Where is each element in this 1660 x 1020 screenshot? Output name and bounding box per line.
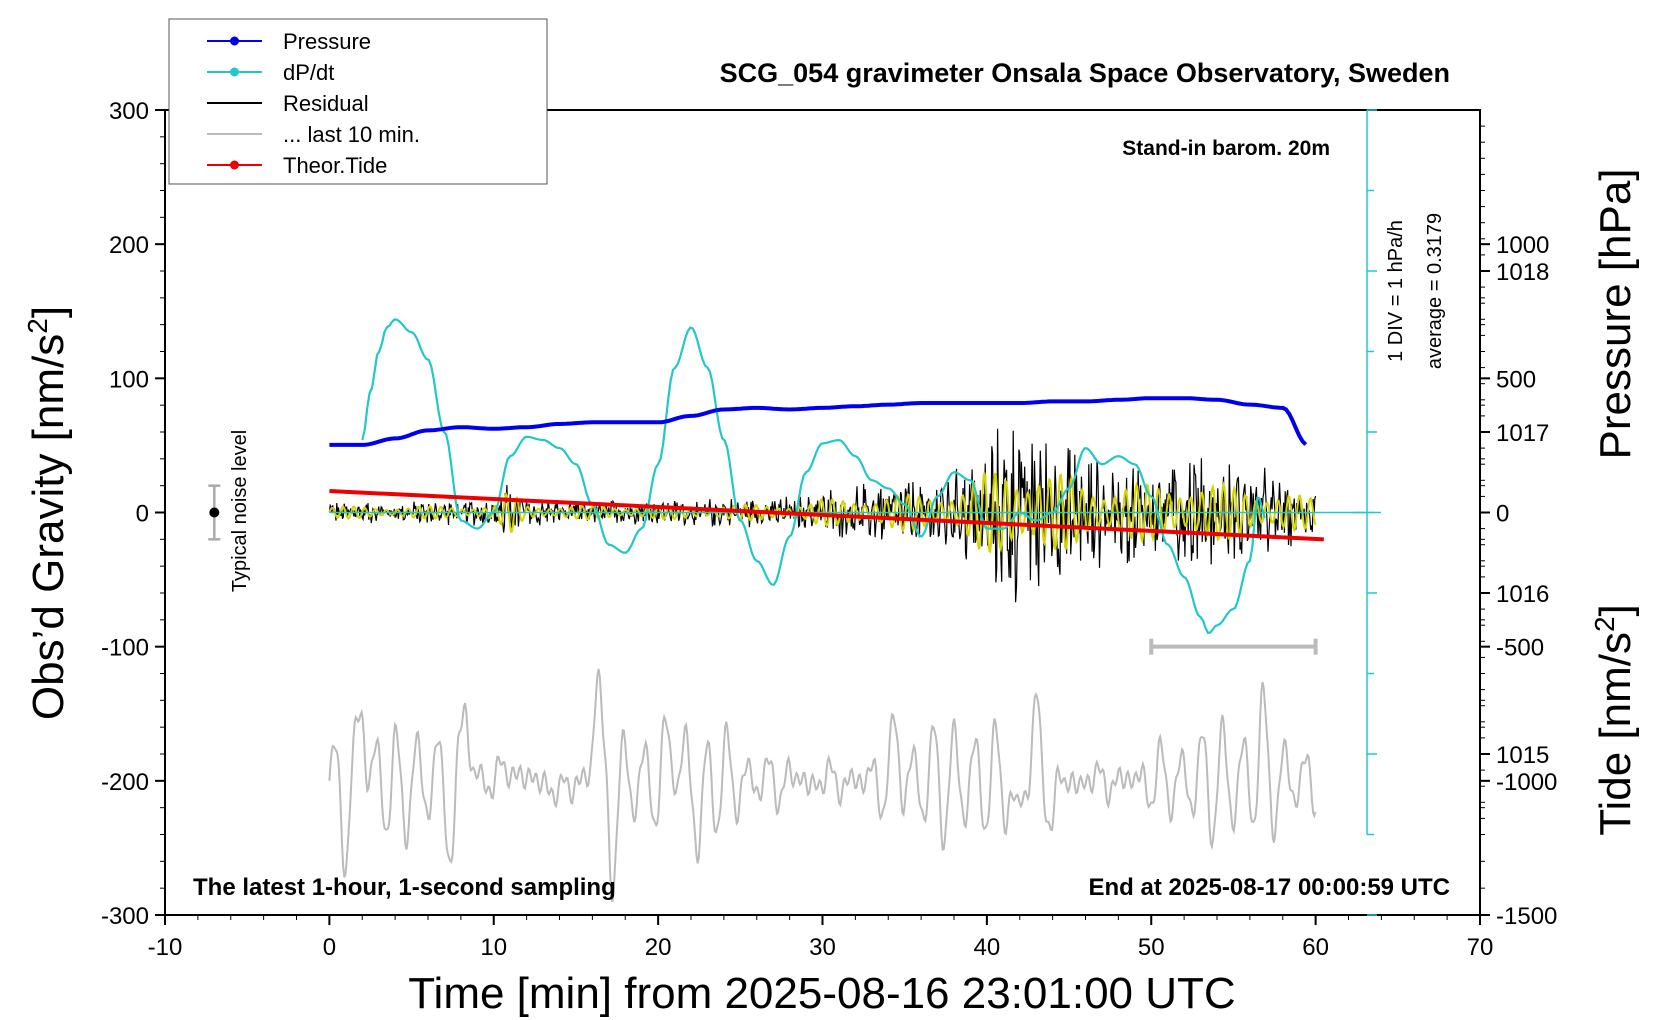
tide-tick-label: -500 [1496, 635, 1544, 662]
pressure-tick-label: 1018 [1496, 259, 1549, 286]
dpdt-line [361, 318, 1266, 635]
ylabel-tide-close: ] [1591, 604, 1640, 616]
legend-label: Pressure [283, 29, 371, 54]
tide-tick-label: -1500 [1496, 903, 1557, 930]
legend-box [168, 18, 548, 185]
y-axis-label-tide: Tide [nm/s2] [1589, 604, 1640, 836]
chart-title: SCG_054 gravimeter Onsala Space Observat… [720, 58, 1450, 88]
legend-marker [230, 36, 239, 46]
x-tick-label: 0 [323, 934, 336, 961]
tide-tick-label: 500 [1496, 366, 1536, 393]
y-tick-label: 200 [109, 232, 149, 259]
bottom-left-note: The latest 1-hour, 1-second sampling [193, 874, 616, 901]
ylabel-left-sup: 2 [22, 318, 53, 334]
ylabel-tide-sup: 2 [1589, 616, 1620, 632]
legend-label: dP/dt [283, 60, 334, 85]
ylabel-tide-main: Tide [nm/s [1591, 632, 1640, 836]
legend-marker [230, 160, 239, 170]
legend: Pressure dP/dt Residual ... last 10 min. The… [168, 18, 548, 185]
y-tick-label: -100 [101, 635, 149, 662]
y-tick-label: 0 [136, 501, 149, 528]
x-tick-label: 70 [1467, 934, 1494, 961]
y-tick-label: -300 [101, 903, 149, 930]
series-layer [208, 318, 1365, 903]
y-axis-label-left: Obs’d Gravity [nm/s2] [22, 306, 73, 720]
tide-tick-label: -1000 [1496, 769, 1557, 796]
ylabel-left-close: ] [24, 306, 73, 318]
legend-marker [230, 67, 239, 77]
last-10-min-line [328, 668, 1317, 903]
x-tick-label: 50 [1138, 934, 1165, 961]
pressure-tick-label: 1017 [1496, 420, 1549, 447]
residual-filtered-line [328, 472, 1317, 554]
x-tick-label: 60 [1302, 934, 1329, 961]
tide-tick-label: 0 [1496, 501, 1509, 528]
noise-bar-center [209, 507, 220, 518]
end-time-note: End at 2025-08-17 00:00:59 UTC [1089, 874, 1451, 901]
y-tick-label: 100 [109, 366, 149, 393]
pressure-tick-label: 1015 [1496, 742, 1549, 769]
barometer-note: Stand-in barom. 20m [1122, 137, 1330, 160]
pressure-tick-label: 1016 [1496, 581, 1549, 608]
x-tick-label: -10 [148, 934, 183, 961]
axes-layer: -10 0 10 20 30 40 50 60 703002001000-100-200-300… [101, 98, 1557, 961]
y-axis-label-pressure: Pressure [hPa] [1591, 168, 1640, 459]
y-tick-label: 300 [109, 98, 149, 125]
noise-note: Typical noise level [229, 430, 251, 592]
legend-label: Theor.Tide [283, 153, 387, 178]
y-tick-label: -200 [101, 769, 149, 796]
x-tick-label: 40 [974, 934, 1001, 961]
ylabel-left-main: Obs’d Gravity [nm/s [24, 334, 73, 720]
pressure-line [329, 396, 1308, 447]
legend-label: ... last 10 min. [283, 122, 420, 147]
x-tick-label: 30 [809, 934, 836, 961]
div-scale-note: 1 DIV = 1 hPa/h [1385, 220, 1407, 362]
theor-tide-line [329, 489, 1324, 542]
x-axis-label: Time [min] from 2025-08-16 23:01:00 UTC [408, 969, 1235, 1018]
x-tick-label: 20 [645, 934, 672, 961]
tide-tick-label: 1000 [1496, 232, 1549, 259]
legend-label: Residual [283, 91, 369, 116]
x-tick-label: 10 [480, 934, 507, 961]
average-note: average = 0.3179 [1424, 213, 1446, 369]
